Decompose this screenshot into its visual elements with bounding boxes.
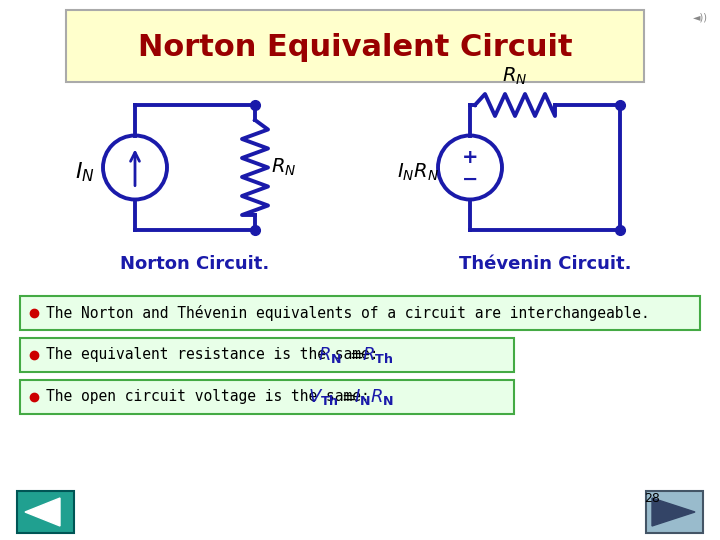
FancyBboxPatch shape	[646, 491, 703, 533]
FancyBboxPatch shape	[20, 380, 514, 414]
FancyBboxPatch shape	[20, 338, 514, 372]
Text: $\mathbf{\mathit{R}_N}$: $\mathbf{\mathit{R}_N}$	[318, 345, 342, 365]
Text: $\mathit{I}_N\mathit{R}_N$: $\mathit{I}_N\mathit{R}_N$	[397, 162, 439, 183]
Text: Norton Circuit.: Norton Circuit.	[120, 255, 269, 273]
Polygon shape	[652, 498, 695, 526]
Text: $\mathit{R}_N$: $\mathit{R}_N$	[271, 157, 297, 178]
Text: +: +	[462, 148, 478, 167]
Polygon shape	[25, 498, 60, 526]
Text: Thévenin Circuit.: Thévenin Circuit.	[459, 255, 631, 273]
Text: $\mathbf{\mathit{R}_{Th}}$: $\mathbf{\mathit{R}_{Th}}$	[362, 345, 393, 365]
Text: $=$: $=$	[338, 388, 356, 406]
Text: $=$: $=$	[346, 346, 364, 364]
Text: $\mathbf{\mathit{I}_N\mathit{R}_N}$: $\mathbf{\mathit{I}_N\mathit{R}_N}$	[354, 387, 395, 407]
FancyBboxPatch shape	[20, 296, 700, 330]
Text: $\mathit{R}_N$: $\mathit{R}_N$	[503, 66, 528, 87]
FancyBboxPatch shape	[17, 491, 74, 533]
Text: The open circuit voltage is the same:: The open circuit voltage is the same:	[46, 389, 379, 404]
Text: −: −	[462, 170, 478, 189]
Text: The Norton and Thévenin equivalents of a circuit are interchangeable.: The Norton and Thévenin equivalents of a…	[46, 305, 649, 321]
FancyBboxPatch shape	[66, 10, 644, 82]
Text: ◄)): ◄))	[693, 12, 708, 22]
Text: 28: 28	[644, 492, 660, 505]
Text: $\mathbf{\mathit{V}_{Th}}$: $\mathbf{\mathit{V}_{Th}}$	[308, 387, 339, 407]
Text: Norton Equivalent Circuit: Norton Equivalent Circuit	[138, 33, 572, 63]
Text: $\mathit{I}_N$: $\mathit{I}_N$	[75, 161, 95, 184]
Text: The equivalent resistance is the same:: The equivalent resistance is the same:	[46, 348, 387, 362]
